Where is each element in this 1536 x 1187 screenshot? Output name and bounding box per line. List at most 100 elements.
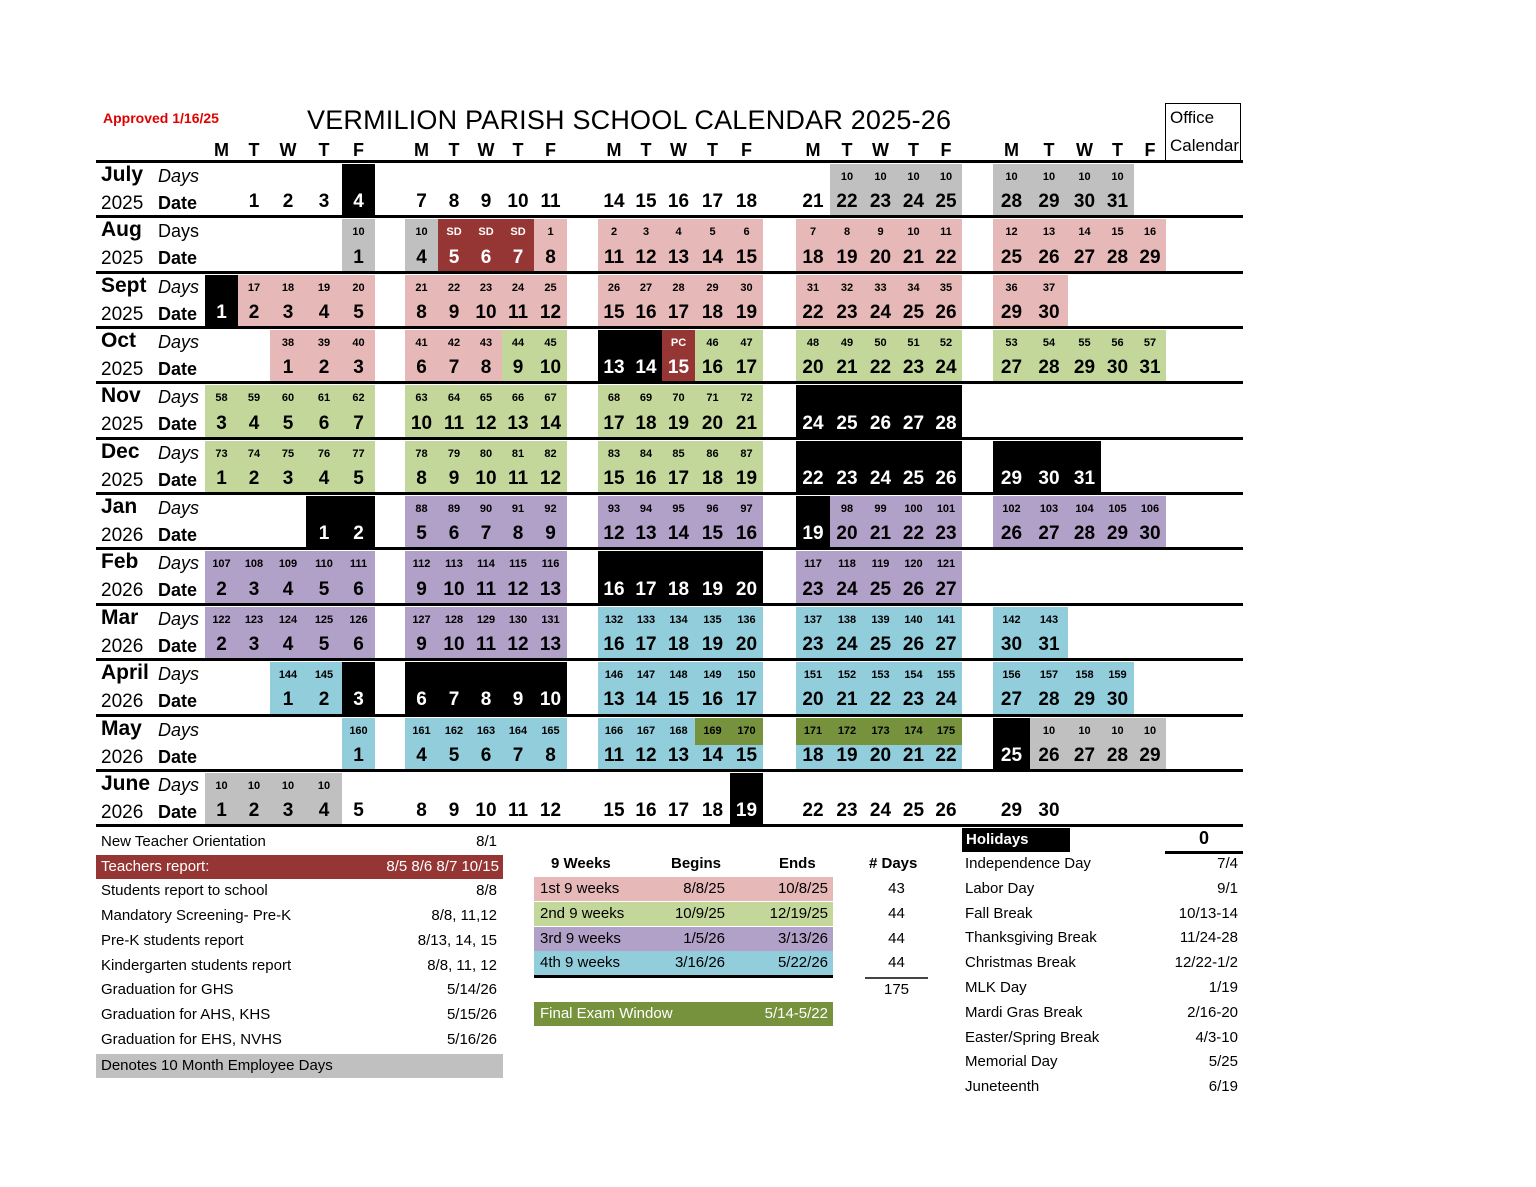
calendar-day-cell[interactable]: 166 11 bbox=[598, 717, 630, 770]
calendar-day-cell[interactable]: 129 11 bbox=[470, 606, 502, 660]
calendar-day-cell[interactable]: 172 19 bbox=[830, 717, 864, 770]
calendar-day-cell[interactable]: 82 12 bbox=[534, 440, 567, 494]
calendar-day-cell[interactable]: 98 20 bbox=[830, 496, 864, 549]
calendar-day-cell[interactable]: 15 bbox=[598, 773, 630, 825]
calendar-day-cell[interactable]: 55 29 bbox=[1068, 330, 1101, 383]
calendar-day-cell[interactable]: 67 14 bbox=[534, 385, 567, 438]
calendar-day-cell[interactable]: 3 bbox=[342, 662, 375, 715]
calendar-day-cell[interactable]: 62 7 bbox=[342, 385, 375, 438]
calendar-day-cell[interactable]: 109 4 bbox=[270, 551, 306, 604]
calendar-day-cell[interactable]: 65 12 bbox=[470, 385, 502, 438]
calendar-day-cell[interactable]: 10 25 bbox=[930, 164, 962, 217]
calendar-day-cell[interactable]: 10 29 bbox=[1030, 164, 1068, 217]
calendar-day-cell[interactable]: 131 13 bbox=[534, 606, 567, 660]
calendar-day-cell[interactable]: 25 bbox=[993, 717, 1030, 770]
calendar-day-cell[interactable]: 93 12 bbox=[598, 496, 630, 549]
calendar-day-cell[interactable]: 39 2 bbox=[306, 330, 342, 383]
calendar-day-cell[interactable]: 79 9 bbox=[438, 440, 470, 494]
calendar-day-cell[interactable]: 86 18 bbox=[695, 440, 730, 494]
calendar-day-cell[interactable]: 10 28 bbox=[993, 164, 1030, 217]
calendar-day-cell[interactable]: 5 14 bbox=[695, 219, 730, 272]
calendar-day-cell[interactable]: 26 bbox=[930, 773, 962, 825]
calendar-day-cell[interactable]: 14 27 bbox=[1068, 219, 1101, 272]
calendar-day-cell[interactable]: 9 bbox=[502, 662, 534, 715]
calendar-day-cell[interactable]: 18 bbox=[662, 551, 695, 604]
calendar-day-cell[interactable]: 69 18 bbox=[630, 385, 662, 438]
calendar-day-cell[interactable]: 71 20 bbox=[695, 385, 730, 438]
calendar-day-cell[interactable]: 103 27 bbox=[1030, 496, 1068, 549]
calendar-day-cell[interactable]: 6 bbox=[405, 662, 438, 715]
calendar-day-cell[interactable]: 50 22 bbox=[864, 330, 897, 383]
calendar-day-cell[interactable]: 135 19 bbox=[695, 606, 730, 660]
calendar-day-cell[interactable]: 159 30 bbox=[1101, 662, 1134, 715]
calendar-day-cell[interactable]: 164 7 bbox=[502, 717, 534, 770]
calendar-day-cell[interactable]: 51 23 bbox=[897, 330, 930, 383]
calendar-day-cell[interactable]: 41 6 bbox=[405, 330, 438, 383]
calendar-day-cell[interactable]: 22 bbox=[796, 440, 830, 494]
calendar-day-cell[interactable]: 3 bbox=[306, 164, 342, 216]
calendar-day-cell[interactable]: 76 4 bbox=[306, 440, 342, 494]
calendar-day-cell[interactable]: 8 bbox=[405, 773, 438, 825]
calendar-day-cell[interactable]: 99 21 bbox=[864, 496, 897, 549]
calendar-day-cell[interactable]: 10 26 bbox=[1030, 717, 1068, 770]
calendar-day-cell[interactable]: 26 15 bbox=[598, 274, 630, 328]
calendar-day-cell[interactable]: 83 15 bbox=[598, 440, 630, 494]
calendar-day-cell[interactable]: 30 bbox=[1030, 440, 1068, 494]
calendar-day-cell[interactable]: 117 23 bbox=[796, 551, 830, 604]
calendar-day-cell[interactable]: 80 10 bbox=[470, 440, 502, 494]
calendar-day-cell[interactable]: 7 bbox=[438, 662, 470, 715]
calendar-day-cell[interactable]: 28 bbox=[930, 385, 962, 438]
calendar-day-cell[interactable]: 150 17 bbox=[730, 662, 763, 715]
calendar-day-cell[interactable]: 10 22 bbox=[830, 164, 864, 217]
calendar-day-cell[interactable]: 137 23 bbox=[796, 606, 830, 660]
calendar-day-cell[interactable]: 163 6 bbox=[470, 717, 502, 770]
calendar-day-cell[interactable]: 27 16 bbox=[630, 274, 662, 328]
calendar-day-cell[interactable]: 16 bbox=[630, 773, 662, 825]
calendar-day-cell[interactable]: 133 17 bbox=[630, 606, 662, 660]
calendar-day-cell[interactable]: 152 21 bbox=[830, 662, 864, 715]
calendar-day-cell[interactable]: 174 21 bbox=[897, 717, 930, 770]
calendar-day-cell[interactable]: 34 25 bbox=[897, 274, 930, 328]
calendar-day-cell[interactable]: 145 2 bbox=[306, 662, 342, 715]
calendar-day-cell[interactable]: 116 13 bbox=[534, 551, 567, 604]
calendar-day-cell[interactable]: 96 15 bbox=[695, 496, 730, 549]
calendar-day-cell[interactable]: 15 28 bbox=[1101, 219, 1134, 272]
calendar-day-cell[interactable]: 29 18 bbox=[695, 274, 730, 328]
calendar-day-cell[interactable]: 10 1 bbox=[205, 772, 238, 826]
calendar-day-cell[interactable]: 27 bbox=[897, 385, 930, 438]
calendar-day-cell[interactable]: 2 bbox=[342, 496, 375, 549]
calendar-day-cell[interactable]: 24 bbox=[796, 385, 830, 438]
calendar-day-cell[interactable]: 25 bbox=[897, 440, 930, 494]
calendar-day-cell[interactable]: 26 bbox=[930, 440, 962, 494]
calendar-day-cell[interactable]: SD 7 bbox=[502, 219, 534, 272]
calendar-day-cell[interactable]: 9 bbox=[438, 773, 470, 825]
calendar-day-cell[interactable]: 32 23 bbox=[830, 274, 864, 328]
calendar-day-cell[interactable]: 18 bbox=[730, 164, 763, 216]
calendar-day-cell[interactable]: 95 14 bbox=[662, 496, 695, 549]
calendar-day-cell[interactable]: 45 10 bbox=[534, 330, 567, 383]
calendar-day-cell[interactable]: 97 16 bbox=[730, 496, 763, 549]
calendar-day-cell[interactable]: 134 18 bbox=[662, 606, 695, 660]
calendar-day-cell[interactable]: 132 16 bbox=[598, 606, 630, 660]
calendar-day-cell[interactable]: 8 bbox=[470, 662, 502, 715]
calendar-day-cell[interactable]: 47 17 bbox=[730, 330, 763, 383]
calendar-day-cell[interactable]: 22 9 bbox=[438, 274, 470, 328]
calendar-day-cell[interactable]: 167 12 bbox=[630, 717, 662, 770]
calendar-day-cell[interactable]: 30 bbox=[1030, 773, 1068, 825]
calendar-day-cell[interactable]: 115 12 bbox=[502, 551, 534, 604]
calendar-day-cell[interactable]: 112 9 bbox=[405, 551, 438, 604]
calendar-day-cell[interactable]: 64 11 bbox=[438, 385, 470, 438]
calendar-day-cell[interactable]: 35 26 bbox=[930, 274, 962, 328]
calendar-day-cell[interactable]: 31 22 bbox=[796, 274, 830, 328]
calendar-day-cell[interactable]: 57 31 bbox=[1134, 330, 1166, 383]
calendar-day-cell[interactable]: 110 5 bbox=[306, 551, 342, 604]
calendar-day-cell[interactable]: 124 4 bbox=[270, 606, 306, 660]
calendar-day-cell[interactable]: 162 5 bbox=[438, 717, 470, 770]
calendar-day-cell[interactable]: 154 23 bbox=[897, 662, 930, 715]
calendar-day-cell[interactable]: 49 21 bbox=[830, 330, 864, 383]
calendar-day-cell[interactable]: 56 30 bbox=[1101, 330, 1134, 383]
calendar-day-cell[interactable]: 10 bbox=[534, 662, 567, 715]
calendar-day-cell[interactable]: 10 24 bbox=[897, 164, 930, 217]
calendar-day-cell[interactable]: 2 bbox=[270, 164, 306, 216]
